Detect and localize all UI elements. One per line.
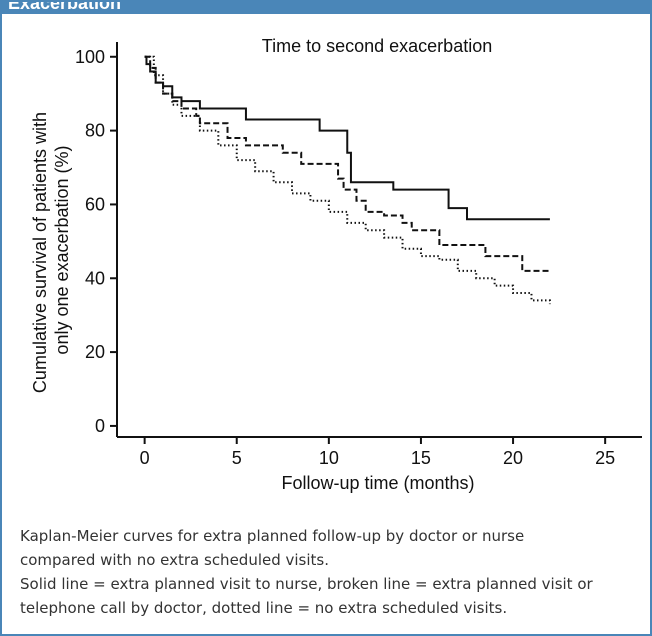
caption-line-1: Kaplan-Meier curves for extra planned fo… <box>20 527 525 545</box>
survival-curve-dashed <box>144 55 550 272</box>
y-axis-label-line-1: Cumulative survival of patients with <box>30 112 50 393</box>
survival-curve-solid <box>144 55 550 221</box>
kaplan-meier-chart: 0 5 10 15 20 25 0 20 40 60 80 100 Time to second ex… <box>30 36 642 493</box>
survival-curve-dotted <box>144 55 551 305</box>
y-tick-label: 60 <box>85 194 105 214</box>
y-tick-label: 40 <box>85 268 105 288</box>
y-tick-label: 0 <box>95 416 105 436</box>
chart-title: Time to second exacerbation <box>262 36 492 56</box>
x-tick-label: 20 <box>503 448 523 468</box>
y-axis-label-line-2: only one exacerbation (%) <box>52 145 72 354</box>
x-tick-label: 0 <box>140 448 150 468</box>
figure-caption: Kaplan-Meier curves for extra planned fo… <box>20 524 640 620</box>
x-tick-label: 5 <box>232 448 242 468</box>
caption-line-4: telephone call by doctor, dotted line = … <box>20 599 508 617</box>
caption-line-2: compared with no extra scheduled visits. <box>20 551 330 569</box>
caption-line-3: Solid line = extra planned visit to nurs… <box>20 575 593 593</box>
figure-header-title: Exacerbation <box>8 2 122 13</box>
x-tick-label: 25 <box>595 448 615 468</box>
chart-axes: 0 5 10 15 20 25 0 20 40 60 80 100 <box>75 42 642 468</box>
x-tick-label: 15 <box>411 448 431 468</box>
chart-curves <box>144 55 551 305</box>
x-axis-label: Follow-up time (months) <box>281 473 474 493</box>
y-axis-label: Cumulative survival of patients with onl… <box>30 107 72 393</box>
y-tick-label: 20 <box>85 342 105 362</box>
figure-header-bar: Exacerbation <box>2 2 650 14</box>
x-tick-label: 10 <box>319 448 339 468</box>
y-tick-label: 80 <box>85 121 105 141</box>
y-tick-label: 100 <box>75 47 105 67</box>
